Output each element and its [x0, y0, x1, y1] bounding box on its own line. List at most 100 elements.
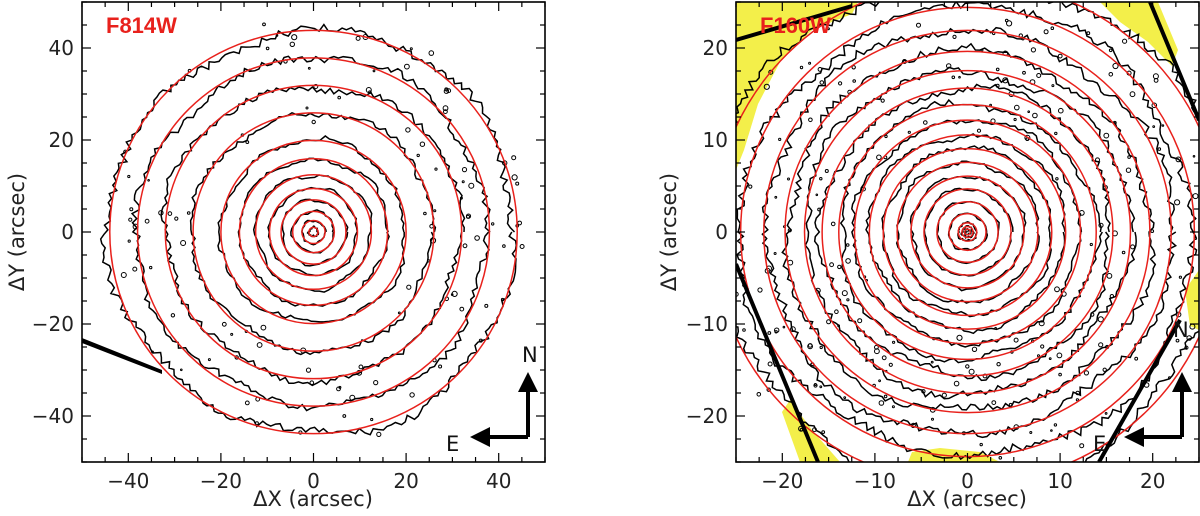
noise-contour [774, 195, 778, 199]
noise-contour [1051, 84, 1055, 88]
noise-contour [787, 228, 792, 233]
noise-contour [813, 383, 818, 388]
noise-contour [434, 167, 438, 171]
noise-contour [1022, 70, 1026, 75]
noise-contour [790, 326, 796, 333]
isophote-contour [99, 23, 518, 436]
noise-contour [265, 46, 270, 51]
noise-contour [404, 63, 410, 70]
compass-f814w: N E [446, 343, 538, 456]
noise-contour [307, 66, 311, 70]
fitted-ellipse [192, 112, 435, 352]
isophote-contour [237, 157, 390, 307]
noise-contour [774, 327, 780, 333]
noise-contour [1112, 62, 1119, 70]
noise-contour [355, 35, 361, 41]
x-tick-label: 0 [961, 469, 974, 493]
noise-contour [1192, 155, 1196, 158]
noise-contour [829, 262, 834, 268]
noise-contour [880, 98, 885, 103]
noise-contour [819, 345, 823, 350]
noise-contour [500, 297, 505, 302]
noise-contour [337, 95, 342, 100]
x-tick-label: −20 [200, 469, 242, 493]
noise-contour [221, 321, 227, 327]
noise-contour [952, 34, 957, 40]
noise-contour [913, 472, 917, 476]
x-tick-label: −40 [107, 469, 149, 493]
noise-contour [275, 34, 279, 37]
noise-contour [1054, 131, 1058, 136]
noise-contour [846, 298, 850, 302]
y-tick-label: 10 [703, 128, 728, 152]
noise-contour [368, 90, 372, 94]
noise-contour [884, 134, 888, 139]
noise-contour [1013, 117, 1017, 122]
isophote-contour [781, 42, 1157, 411]
noise-contour [817, 67, 823, 72]
noise-contour [405, 127, 411, 133]
noise-contour [1058, 372, 1062, 377]
noise-contour [1106, 273, 1113, 279]
noise-contour [305, 367, 312, 373]
noise-contour [468, 182, 475, 189]
noise-contour [144, 218, 150, 224]
isophote-contour [189, 111, 437, 356]
fitted-ellipse [109, 29, 518, 435]
noise-contour [812, 427, 817, 433]
noise-contour [991, 400, 997, 406]
noise-contour [883, 394, 888, 399]
fitted-ellipse [291, 210, 336, 254]
noise-contour [995, 67, 1000, 72]
noise-contour [234, 355, 239, 360]
isophote-contour [851, 119, 1083, 348]
noise-contour [461, 180, 465, 184]
noise-contour [1175, 311, 1182, 318]
noise-contour [459, 306, 465, 312]
noise-contour [1129, 91, 1136, 98]
y-tick-label: −20 [686, 404, 728, 428]
noise-contour [1043, 29, 1049, 35]
fitted-ellipse [763, 29, 1172, 435]
noise-contour [921, 389, 926, 394]
noise-contour [478, 338, 483, 343]
noise-contour [827, 27, 830, 31]
noise-contour [128, 217, 133, 222]
noise-contour [1109, 294, 1115, 299]
noise-contour [1027, 110, 1030, 113]
noise-contour [1108, 48, 1113, 53]
x-tick-label: 20 [1140, 469, 1165, 493]
x-tick-label: −10 [854, 469, 896, 493]
fitted-ellipse [896, 161, 1039, 303]
y-tick-label: 40 [49, 36, 74, 60]
noise-contour [763, 83, 770, 90]
noise-contour [313, 84, 319, 89]
noise-contour [724, 283, 727, 286]
fitted-ellipse [910, 175, 1025, 289]
noise-contour [930, 360, 934, 364]
fitted-ellipse [238, 157, 389, 307]
fitted-ellipse [784, 50, 1151, 414]
noise-contour [147, 179, 150, 182]
noise-contour [1055, 177, 1059, 181]
noise-contour [1130, 244, 1136, 250]
noise-contour [799, 65, 804, 70]
noise-contour [245, 140, 250, 145]
noise-contour [1104, 412, 1108, 415]
isophote-contour [130, 55, 491, 412]
fitted-ellipse [838, 103, 1097, 361]
noise-contour [982, 373, 988, 379]
noise-contour [174, 216, 179, 221]
noise-contour [305, 106, 309, 110]
noise-contour [1054, 286, 1060, 293]
x-axis-title-f160w: ΔX (arcsec) [907, 487, 1027, 511]
noise-contour [132, 266, 138, 272]
noise-contour [129, 207, 134, 212]
noise-contour [787, 177, 790, 181]
noise-contour [511, 155, 517, 161]
noise-contour [767, 331, 772, 335]
noise-contour [1152, 125, 1156, 128]
noise-contour [881, 355, 887, 361]
noise-contour [821, 430, 826, 435]
noise-contour [311, 119, 316, 125]
